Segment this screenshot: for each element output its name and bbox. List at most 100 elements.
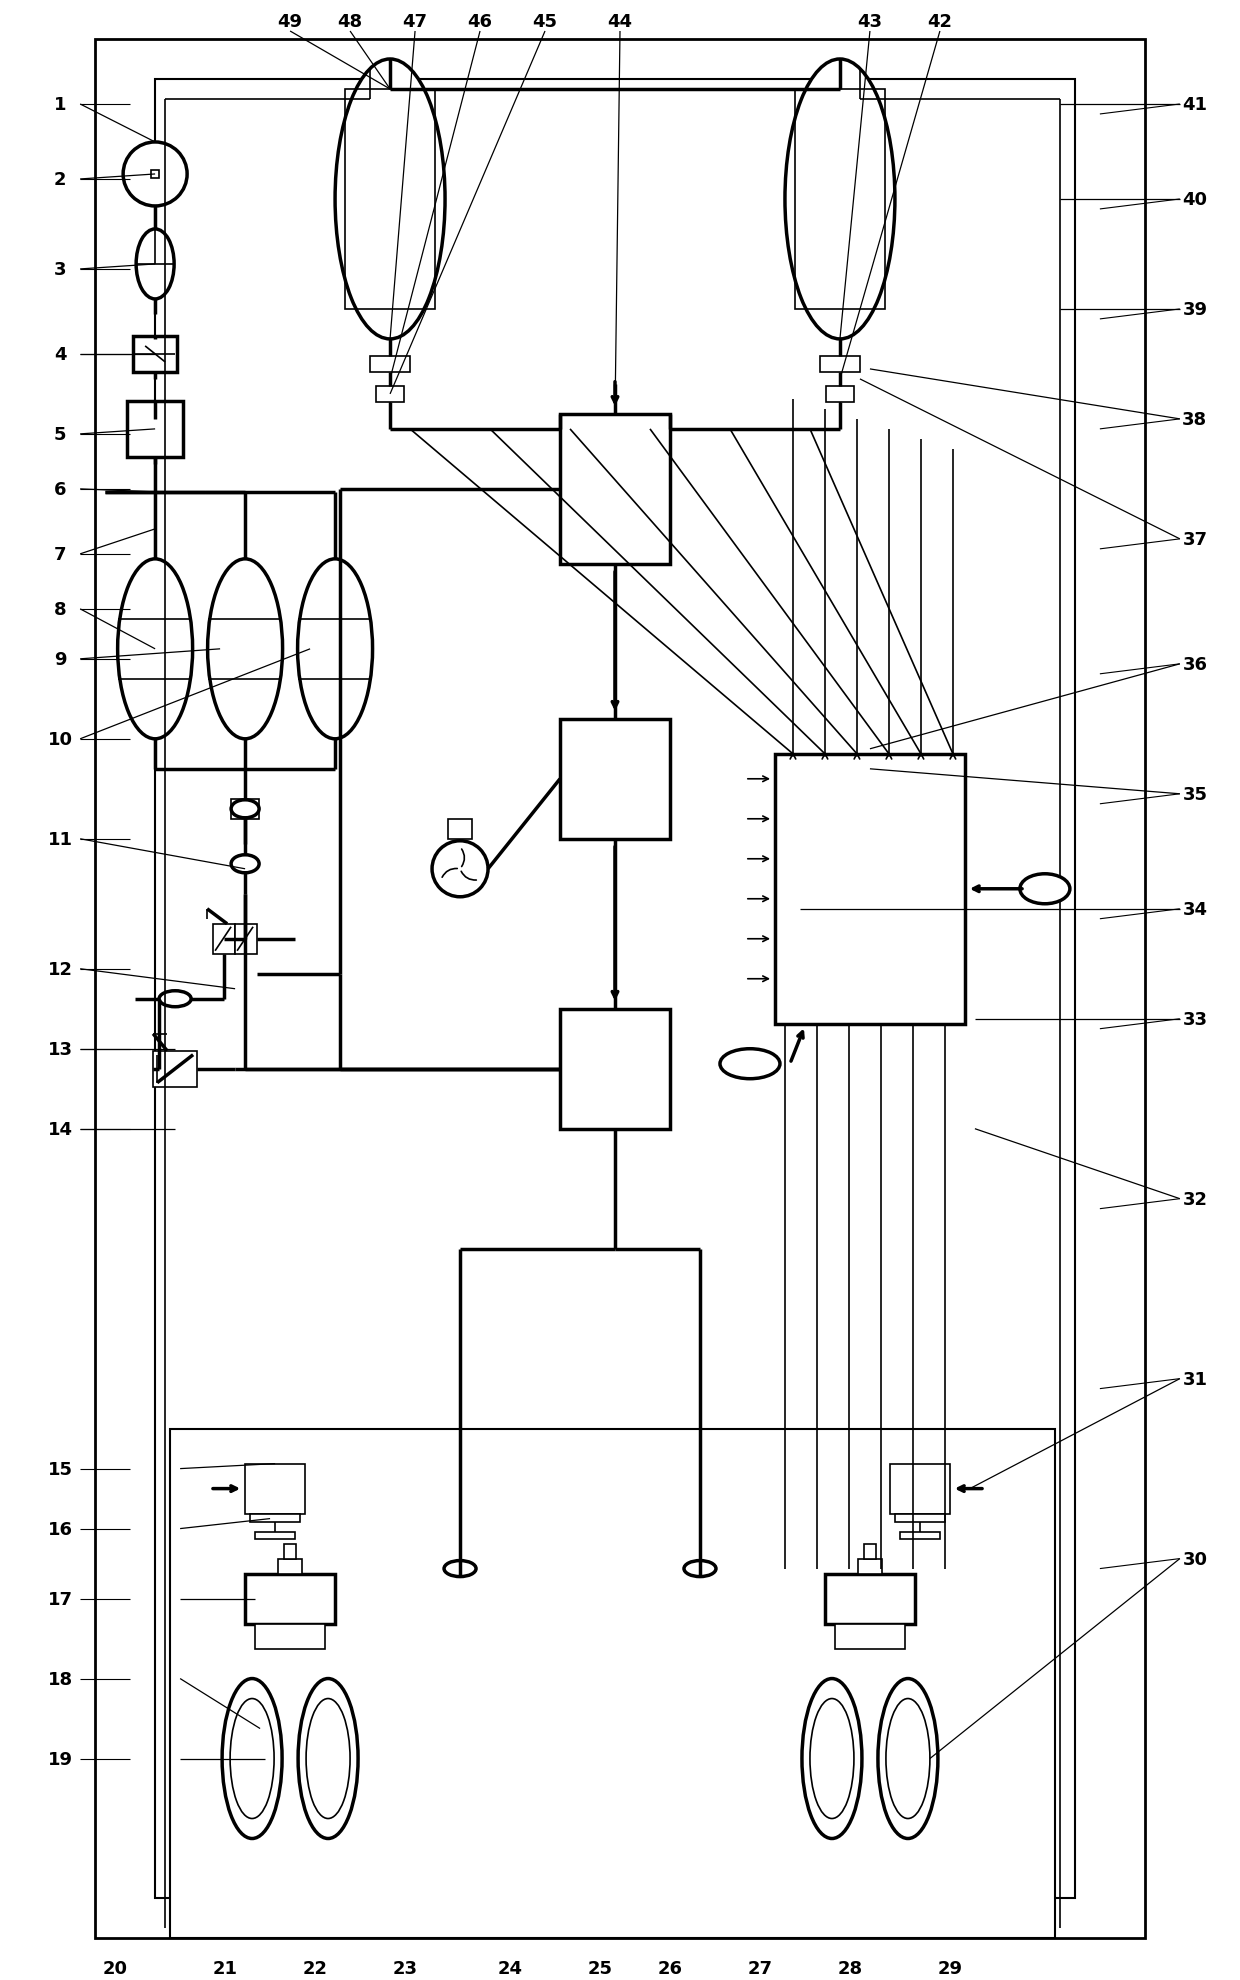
Text: 25: 25 — [588, 1960, 613, 1978]
Ellipse shape — [231, 1699, 274, 1818]
Text: 8: 8 — [53, 600, 67, 618]
Bar — [890, 1463, 950, 1515]
Text: 36: 36 — [1183, 655, 1208, 673]
Bar — [560, 1010, 670, 1129]
Text: 18: 18 — [47, 1669, 73, 1687]
Text: 31: 31 — [1183, 1370, 1208, 1388]
Text: 4: 4 — [53, 346, 67, 364]
Text: 45: 45 — [532, 14, 558, 32]
Ellipse shape — [878, 1679, 937, 1839]
Text: 38: 38 — [1182, 410, 1208, 430]
Text: 26: 26 — [657, 1960, 682, 1978]
Text: 19: 19 — [47, 1750, 73, 1768]
Text: 49: 49 — [278, 14, 303, 32]
Ellipse shape — [207, 560, 283, 739]
Ellipse shape — [306, 1699, 350, 1818]
Bar — [255, 1624, 325, 1649]
Text: 16: 16 — [47, 1521, 73, 1538]
Bar — [155, 79, 1075, 1899]
Ellipse shape — [231, 800, 259, 818]
Bar — [858, 1558, 882, 1574]
Text: 20: 20 — [103, 1960, 128, 1978]
Bar — [246, 1574, 335, 1624]
Bar — [133, 337, 177, 372]
Bar — [376, 386, 404, 402]
Circle shape — [123, 143, 187, 206]
Text: 37: 37 — [1183, 531, 1208, 548]
Ellipse shape — [298, 1679, 358, 1839]
Text: 21: 21 — [212, 1960, 238, 1978]
Bar — [826, 386, 854, 402]
Text: 24: 24 — [497, 1960, 522, 1978]
Text: 17: 17 — [47, 1590, 73, 1608]
Bar — [231, 800, 259, 820]
Text: 12: 12 — [47, 960, 73, 978]
Text: 39: 39 — [1183, 301, 1208, 319]
Bar — [775, 754, 965, 1024]
Bar — [895, 1515, 945, 1523]
Bar — [560, 719, 670, 840]
Circle shape — [432, 842, 489, 897]
Bar — [900, 1533, 940, 1538]
Text: 46: 46 — [467, 14, 492, 32]
Ellipse shape — [684, 1560, 715, 1576]
Bar — [128, 402, 184, 457]
Ellipse shape — [444, 1560, 476, 1576]
Text: 6: 6 — [53, 481, 67, 499]
Text: 43: 43 — [857, 14, 883, 32]
Text: 33: 33 — [1183, 1010, 1208, 1028]
Bar — [95, 40, 1145, 1938]
Text: 14: 14 — [47, 1121, 73, 1138]
Ellipse shape — [231, 855, 259, 873]
Ellipse shape — [802, 1679, 862, 1839]
Bar — [825, 1574, 915, 1624]
Text: 40: 40 — [1183, 190, 1208, 208]
Bar — [820, 356, 859, 372]
Text: 27: 27 — [748, 1960, 773, 1978]
Bar — [284, 1544, 296, 1558]
Text: 41: 41 — [1183, 95, 1208, 115]
Text: 44: 44 — [608, 14, 632, 32]
Text: 7: 7 — [53, 546, 67, 564]
Text: 29: 29 — [937, 1960, 962, 1978]
Text: 15: 15 — [47, 1459, 73, 1477]
Ellipse shape — [785, 59, 895, 341]
Bar — [246, 1463, 305, 1515]
Bar — [864, 1544, 875, 1558]
Text: 28: 28 — [837, 1960, 863, 1978]
Bar — [170, 1430, 1055, 1938]
Bar — [236, 925, 257, 954]
Bar — [345, 89, 435, 309]
Ellipse shape — [222, 1679, 281, 1839]
Ellipse shape — [1019, 875, 1070, 905]
Bar — [153, 1051, 197, 1087]
Bar — [448, 820, 472, 840]
Text: 32: 32 — [1183, 1190, 1208, 1208]
Text: 10: 10 — [47, 731, 73, 748]
Bar — [560, 414, 670, 564]
Text: 2: 2 — [53, 170, 67, 188]
Text: 48: 48 — [337, 14, 362, 32]
Text: 1: 1 — [53, 95, 67, 115]
Text: 42: 42 — [928, 14, 952, 32]
Text: 30: 30 — [1183, 1550, 1208, 1568]
Bar — [255, 1533, 295, 1538]
Text: 13: 13 — [47, 1040, 73, 1057]
Text: 5: 5 — [53, 426, 67, 444]
Ellipse shape — [810, 1699, 854, 1818]
Ellipse shape — [720, 1049, 780, 1079]
Ellipse shape — [885, 1699, 930, 1818]
Bar — [278, 1558, 303, 1574]
Text: 11: 11 — [47, 830, 73, 847]
Ellipse shape — [118, 560, 192, 739]
Ellipse shape — [298, 560, 372, 739]
Text: 47: 47 — [403, 14, 428, 32]
Ellipse shape — [136, 230, 174, 299]
Ellipse shape — [159, 992, 191, 1008]
Ellipse shape — [335, 59, 445, 341]
Bar — [250, 1515, 300, 1523]
Text: 9: 9 — [53, 651, 67, 669]
Bar — [151, 170, 159, 178]
Bar — [213, 925, 236, 954]
Bar — [370, 356, 410, 372]
